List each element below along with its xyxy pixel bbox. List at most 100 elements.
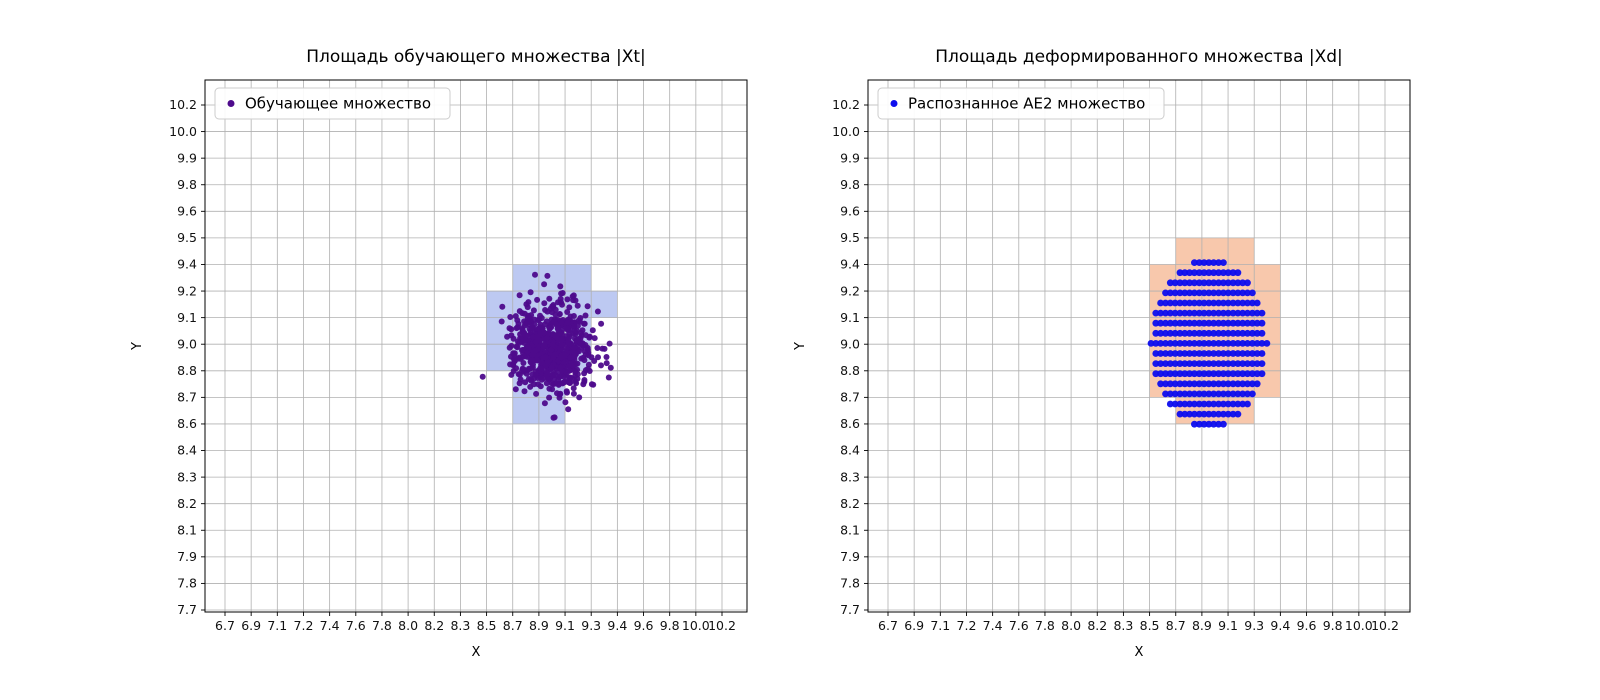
scatter-point — [1191, 350, 1198, 357]
scatter-point — [1181, 360, 1189, 367]
y-tick-label: 9.1 — [840, 310, 860, 325]
scatter-point — [1234, 319, 1242, 327]
scatter-point — [1171, 299, 1179, 307]
scatter-point — [1152, 360, 1160, 367]
scatter-point — [1200, 350, 1208, 357]
scatter-point — [1220, 309, 1227, 317]
scatter-point — [1162, 309, 1169, 317]
scatter-point — [1244, 319, 1251, 327]
scatter-point — [1200, 360, 1208, 367]
scatter-point — [1152, 350, 1160, 357]
y-tick-label: 8.8 — [840, 363, 860, 378]
scatter-point — [1244, 390, 1251, 398]
scatter-point — [1224, 269, 1232, 277]
scatter-point — [570, 390, 577, 397]
scatter-point — [1176, 279, 1184, 287]
scatter-point — [1152, 329, 1160, 337]
x-tick-label: 8.9 — [529, 618, 549, 633]
x-tick-label: 9.1 — [555, 618, 575, 633]
scatter-point — [1244, 309, 1251, 317]
scatter-point — [1239, 279, 1247, 287]
scatter-point — [555, 327, 562, 334]
scatter-point — [550, 414, 557, 421]
scatter-point — [1205, 370, 1213, 378]
scatter-point — [522, 337, 529, 344]
scatter-point — [1229, 410, 1237, 418]
scatter-point — [1176, 380, 1184, 388]
scatter-point — [574, 302, 581, 309]
scatter-point — [507, 361, 514, 368]
scatter-point — [589, 327, 596, 334]
scatter-point — [1200, 279, 1208, 287]
y-tick-label: 9.9 — [840, 150, 860, 165]
x-tick-label: 8.0 — [398, 618, 418, 633]
scatter-point — [562, 378, 569, 385]
scatter-point — [1210, 410, 1218, 418]
scatter-point — [1186, 340, 1193, 347]
scatter-point — [1229, 400, 1237, 408]
scatter-point — [1234, 380, 1242, 388]
scatter-point — [1162, 299, 1169, 307]
scatter-point — [532, 271, 538, 278]
y-tick-label: 7.7 — [840, 602, 860, 617]
scatter-point — [538, 315, 545, 321]
scatter-point — [1220, 299, 1227, 307]
scatter-point — [1176, 289, 1184, 297]
scatter-point — [1253, 340, 1261, 347]
scatter-point — [1205, 309, 1213, 317]
x-tick-label: 8.2 — [1087, 618, 1107, 633]
y-tick-label: 7.8 — [177, 576, 197, 591]
scatter-point — [1210, 309, 1218, 317]
legend-marker-icon — [890, 100, 898, 107]
scatter-point — [534, 296, 541, 303]
scatter-point — [1171, 340, 1179, 347]
scatter-point — [1181, 410, 1189, 418]
scatter-point — [556, 391, 563, 398]
scatter-point — [542, 354, 549, 361]
scatter-point — [566, 304, 573, 311]
x-tick-label: 7.8 — [1035, 618, 1055, 633]
scatter-point — [1220, 329, 1227, 337]
scatter-point — [1210, 420, 1218, 428]
scatter-point — [552, 332, 559, 339]
scatter-point — [1249, 289, 1256, 297]
scatter-point — [1234, 370, 1242, 378]
x-tick-label: 6.9 — [241, 618, 261, 633]
scatter-point — [1234, 410, 1242, 418]
scatter-point — [1210, 299, 1218, 307]
scatter-point — [1176, 340, 1184, 347]
scatter-point — [1186, 279, 1193, 287]
scatter-point — [1224, 319, 1232, 327]
scatter-point — [527, 289, 534, 296]
scatter-point — [1215, 380, 1222, 388]
y-tick-label: 9.4 — [840, 257, 860, 272]
scatter-point — [1229, 360, 1237, 367]
scatter-point — [1215, 309, 1222, 317]
scatter-point — [557, 364, 564, 371]
y-tick-label: 9.2 — [177, 283, 197, 298]
scatter-point — [591, 335, 598, 342]
scatter-point — [1249, 309, 1256, 317]
scatter-point — [1220, 319, 1227, 327]
scatter-point — [1186, 360, 1193, 367]
scatter-point — [1186, 350, 1193, 357]
scatter-point — [546, 295, 553, 302]
scatter-point — [1239, 299, 1247, 307]
scatter-point — [1176, 370, 1184, 378]
scatter-point — [1215, 299, 1222, 307]
scatter-point — [1171, 400, 1179, 408]
scatter-point — [1181, 390, 1189, 398]
y-tick-label: 7.8 — [840, 576, 860, 591]
scatter-point — [1166, 289, 1174, 297]
scatter-point — [598, 320, 605, 327]
scatter-point — [1191, 400, 1198, 408]
scatter-point — [1239, 400, 1247, 408]
scatter-point — [1244, 350, 1251, 357]
y-tick-label: 9.6 — [177, 204, 197, 219]
scatter-point — [1239, 319, 1247, 327]
scatter-point — [1249, 360, 1256, 367]
scatter-point — [1249, 319, 1256, 327]
scatter-point — [577, 315, 584, 321]
scatter-point — [1195, 340, 1203, 347]
